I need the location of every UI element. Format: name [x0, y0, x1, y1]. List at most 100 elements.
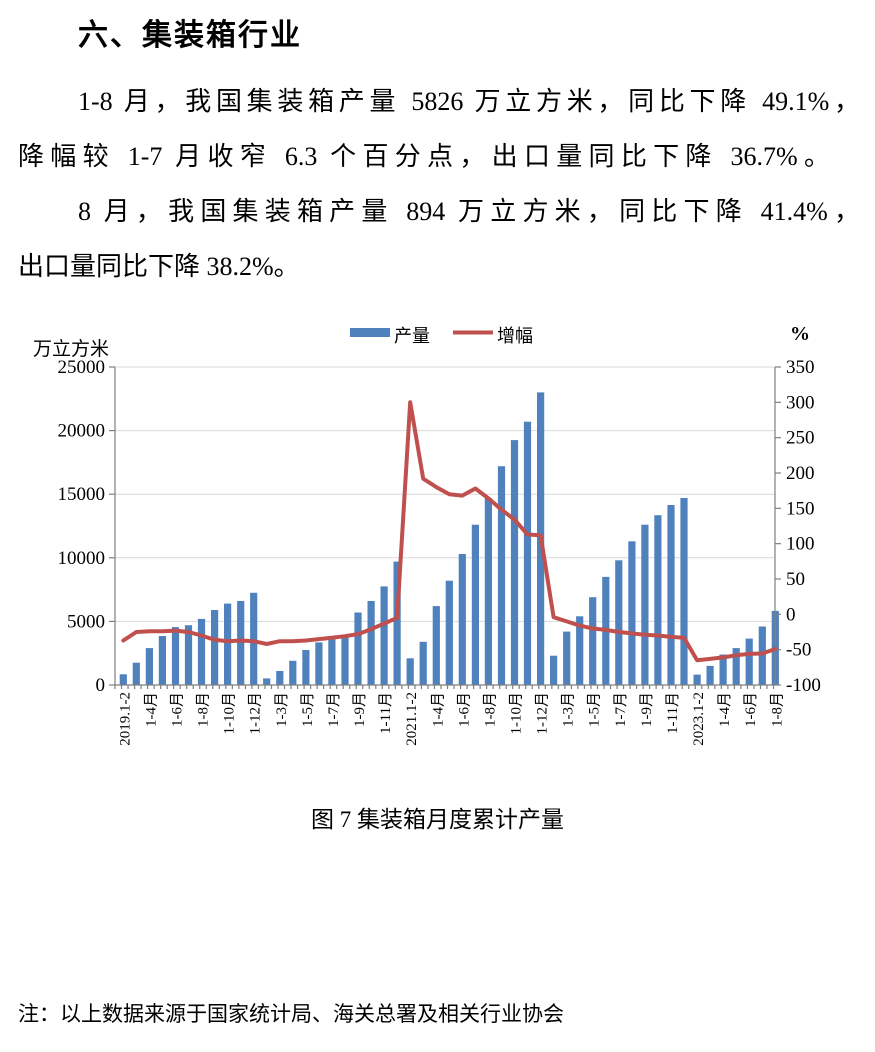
bar: [641, 524, 649, 685]
svg-text:1-5月: 1-5月: [587, 692, 603, 727]
bar: [510, 440, 519, 685]
svg-text:1-11月: 1-11月: [378, 692, 394, 734]
bar: [289, 660, 297, 685]
bar: [589, 597, 597, 685]
x-axis-labels: 2019.1-2 1-4月 1-6月 1-8月 1-10月 1-12月 1-3月 1-5月 1-…: [117, 692, 785, 746]
bar: [628, 541, 636, 685]
bar: [680, 498, 688, 685]
svg-text:350: 350: [786, 357, 815, 378]
bar: [145, 648, 153, 685]
bar: [432, 606, 440, 685]
svg-text:1-10月: 1-10月: [509, 692, 525, 735]
bar: [563, 631, 571, 685]
bar: [341, 635, 349, 685]
bar: [445, 580, 453, 685]
svg-text:1-8月: 1-8月: [769, 692, 785, 727]
svg-text:1-8月: 1-8月: [482, 692, 498, 727]
bar: [667, 505, 675, 685]
svg-text:1-8月: 1-8月: [196, 692, 212, 727]
paragraph-2-line-2: 出口量同比下降 38.2%。: [18, 252, 300, 281]
left-axis-labels: 0 5000 10000 15000 20000 25000: [58, 357, 106, 696]
svg-text:15000: 15000: [58, 484, 106, 505]
svg-text:0: 0: [96, 675, 106, 696]
bar: [315, 642, 323, 685]
svg-text:-50: -50: [786, 640, 811, 661]
svg-text:1-6月: 1-6月: [743, 692, 759, 727]
bar: [171, 627, 180, 685]
bar: [211, 610, 219, 685]
svg-text:1-12月: 1-12月: [248, 692, 264, 735]
right-axis-unit: %: [790, 323, 810, 345]
source-footnote: 注：以上数据来源于国家统计局、海关总署及相关行业协会: [18, 1002, 564, 1026]
bar: [419, 641, 427, 685]
svg-text:2023.1-2: 2023.1-2: [691, 692, 707, 746]
bar: [158, 636, 166, 685]
svg-text:1-6月: 1-6月: [456, 692, 472, 727]
svg-text:1-9月: 1-9月: [639, 692, 655, 727]
chart-container: 0 5000 10000 15000 20000 25000 -100 -50 0 50 100 15…: [0, 310, 875, 790]
bar: [471, 524, 479, 685]
bar: [576, 616, 584, 685]
figure-caption: 图 7 集装箱月度累计产量: [311, 807, 564, 832]
bar: [550, 655, 558, 685]
svg-text:2021.1-2: 2021.1-2: [404, 692, 420, 746]
bar: [276, 671, 284, 685]
legend-bar-swatch: [350, 328, 390, 337]
bar: [393, 561, 401, 685]
bar: [328, 639, 336, 685]
svg-text:200: 200: [786, 463, 815, 484]
bar: [484, 498, 492, 685]
bar: [732, 648, 740, 685]
svg-text:20000: 20000: [58, 421, 106, 442]
bar: [758, 626, 766, 685]
svg-text:1-11月: 1-11月: [665, 692, 681, 734]
bar: [237, 601, 245, 685]
section-heading: 六、集装箱行业: [78, 19, 302, 52]
bar: [263, 678, 271, 685]
svg-text:0: 0: [786, 604, 796, 625]
bar: [250, 592, 258, 685]
bar: [745, 638, 753, 685]
legend-line-label: 增幅: [497, 326, 533, 346]
growth-line: [121, 400, 778, 663]
axes: [109, 366, 781, 689]
bar: [693, 674, 701, 685]
bar: [302, 650, 310, 685]
bar: [380, 586, 388, 685]
svg-text:1-4月: 1-4月: [143, 692, 159, 727]
svg-text:25000: 25000: [58, 357, 106, 378]
svg-text:250: 250: [786, 428, 815, 449]
bar: [458, 554, 466, 685]
svg-text:1-10月: 1-10月: [222, 692, 238, 735]
svg-text:1-4月: 1-4月: [430, 692, 446, 727]
svg-text:1-5月: 1-5月: [300, 692, 316, 727]
svg-text:-100: -100: [786, 675, 821, 696]
bar: [197, 618, 206, 685]
svg-text:1-6月: 1-6月: [169, 692, 185, 727]
bar: [354, 612, 362, 685]
svg-text:1-3月: 1-3月: [561, 692, 577, 727]
bar: [523, 421, 532, 685]
bar: [654, 515, 662, 685]
svg-text:5000: 5000: [67, 611, 105, 632]
svg-text:2019.1-2: 2019.1-2: [117, 692, 133, 746]
paragraph-1-line-2: 降幅较 1-7 月收窄 6.3 个百分点，出口量同比下降 36.7%。: [18, 142, 830, 171]
left-axis-unit: 万立方米: [33, 338, 109, 360]
svg-text:50: 50: [786, 569, 805, 590]
bar: [706, 665, 714, 685]
bar: [224, 603, 232, 685]
svg-text:1-9月: 1-9月: [352, 692, 368, 727]
paragraph-1-line-1: 1-8 月，我国集装箱产量 5826 万立方米，同比下降 49.1%，: [78, 87, 860, 116]
bar: [719, 654, 727, 685]
chart-canvas: 0 5000 10000 15000 20000 25000 -100 -50 0 50 100 15…: [33, 323, 821, 746]
bar: [119, 674, 127, 685]
svg-text:10000: 10000: [58, 548, 106, 569]
svg-text:1-7月: 1-7月: [326, 692, 342, 727]
svg-text:1-3月: 1-3月: [274, 692, 290, 727]
svg-text:1-7月: 1-7月: [613, 692, 629, 727]
svg-text:1-4月: 1-4月: [717, 692, 733, 727]
paragraph-2-line-1: 8 月，我国集装箱产量 894 万立方米，同比下降 41.4%，: [78, 197, 860, 226]
bar: [497, 466, 506, 685]
svg-text:300: 300: [786, 392, 815, 413]
